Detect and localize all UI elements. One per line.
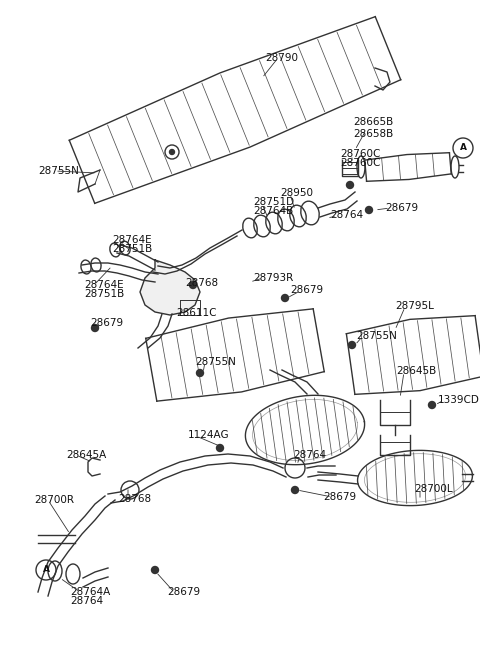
Text: 28645A: 28645A: [66, 450, 106, 460]
Circle shape: [348, 341, 356, 349]
Text: 28755N: 28755N: [38, 166, 79, 176]
Text: 28764B: 28764B: [253, 206, 293, 216]
Text: 28755N: 28755N: [356, 331, 397, 341]
Circle shape: [152, 566, 158, 574]
Text: 28760C: 28760C: [340, 158, 380, 168]
Polygon shape: [140, 260, 200, 315]
Text: 28679: 28679: [90, 318, 123, 328]
Text: 28645B: 28645B: [396, 366, 436, 376]
Text: 28679: 28679: [385, 203, 418, 213]
Circle shape: [347, 181, 353, 189]
Text: 28795L: 28795L: [395, 301, 434, 311]
Text: 28793R: 28793R: [253, 273, 293, 283]
Text: 28700R: 28700R: [34, 495, 74, 505]
Text: 28679: 28679: [323, 492, 356, 502]
Circle shape: [429, 402, 435, 408]
Text: 28950: 28950: [280, 188, 313, 198]
Text: 28764: 28764: [330, 210, 363, 220]
Text: 1124AG: 1124AG: [188, 430, 229, 440]
Text: 28768: 28768: [118, 494, 151, 504]
Text: 28700L: 28700L: [414, 484, 453, 494]
Text: 28751B: 28751B: [112, 244, 152, 254]
Circle shape: [196, 369, 204, 376]
Text: A: A: [459, 143, 467, 153]
Text: 28768: 28768: [185, 278, 218, 288]
Text: 28764: 28764: [293, 450, 326, 460]
Circle shape: [216, 444, 224, 452]
Text: 28679: 28679: [290, 285, 323, 295]
Circle shape: [365, 207, 372, 214]
Circle shape: [190, 282, 196, 288]
Text: 28679: 28679: [167, 587, 200, 597]
Text: 28764E: 28764E: [84, 280, 124, 290]
Text: 28760C: 28760C: [340, 149, 380, 159]
Text: 28665B
28658B: 28665B 28658B: [353, 118, 393, 139]
Text: 28790: 28790: [265, 53, 298, 63]
Text: 28755N: 28755N: [195, 357, 236, 367]
Text: 28764E: 28764E: [112, 235, 152, 245]
Circle shape: [169, 149, 175, 155]
Circle shape: [92, 325, 98, 331]
Text: A: A: [43, 566, 49, 574]
Circle shape: [281, 295, 288, 301]
Text: 28751B: 28751B: [84, 289, 124, 299]
Text: 28751D: 28751D: [253, 197, 294, 207]
Circle shape: [291, 487, 299, 493]
Text: 28611C: 28611C: [176, 308, 216, 318]
Text: 1339CD: 1339CD: [438, 395, 480, 405]
Text: 28764: 28764: [70, 596, 103, 606]
Text: 28764A: 28764A: [70, 587, 110, 597]
